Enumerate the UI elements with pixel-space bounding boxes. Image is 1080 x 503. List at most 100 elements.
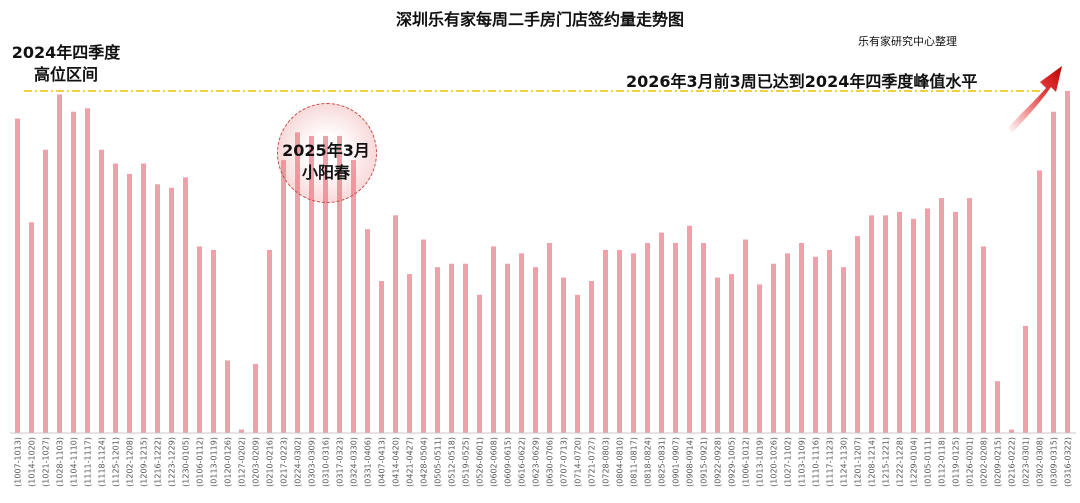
x-tick-label: (1223-1229) xyxy=(168,437,177,487)
x-tick-label: (0825-0831) xyxy=(658,437,667,487)
bar xyxy=(71,111,76,433)
bar xyxy=(365,229,370,433)
bar xyxy=(43,149,48,434)
x-tick-label: (1229-0104) xyxy=(910,437,919,487)
bar xyxy=(29,222,34,433)
bar xyxy=(449,263,454,433)
bar xyxy=(99,149,104,434)
x-tick-label: (0526-0601) xyxy=(476,437,485,487)
bar xyxy=(813,256,818,433)
x-tick-label: (0630-0706) xyxy=(546,437,555,487)
x-tick-label: (1125-1201) xyxy=(112,437,121,487)
x-tick-label: (0901-0907) xyxy=(672,437,681,487)
bar xyxy=(715,277,720,433)
q4-2024-annotation: 2024年四季度 高位区间 xyxy=(6,42,126,86)
bar xyxy=(911,218,916,433)
bar xyxy=(1051,111,1056,433)
bar xyxy=(505,263,510,433)
bar xyxy=(925,208,930,433)
bar xyxy=(253,363,258,433)
bar xyxy=(337,135,342,433)
x-tick-label: (1201-1207) xyxy=(854,437,863,487)
x-tick-label: (1007-1013) xyxy=(14,437,23,487)
bar xyxy=(1037,170,1042,433)
bar xyxy=(785,253,790,433)
bar xyxy=(309,135,314,433)
x-tick-label: (0331-0406) xyxy=(364,437,373,487)
q4-2024-annotation-line2: 高位区间 xyxy=(33,65,98,84)
bar xyxy=(57,94,62,433)
x-tick-label: (0303-0309) xyxy=(308,437,317,487)
x-tick-label: (0908-0914) xyxy=(686,437,695,487)
x-tick-label: (0915-0921) xyxy=(700,437,709,487)
bar xyxy=(617,249,622,433)
x-tick-label: (0217-0223) xyxy=(280,437,289,487)
x-tick-label: (1013-1019) xyxy=(756,437,765,487)
q4-2024-annotation-line1: 2024年四季度 xyxy=(11,43,121,62)
x-tick-label: (0216-0222) xyxy=(1008,437,1017,487)
x-tick-label: (0811-0817) xyxy=(630,437,639,487)
x-tick-label: (0223-0301) xyxy=(1022,437,1031,487)
bar xyxy=(799,243,804,433)
spring-highlight-label: 2025年3月 小阳春 xyxy=(265,140,387,184)
bar xyxy=(897,211,902,433)
bar xyxy=(127,173,132,433)
trend-arrow-icon xyxy=(1008,66,1062,133)
x-tick-label: (0324-0330) xyxy=(350,437,359,487)
x-tick-label: (0210-0216) xyxy=(266,437,275,487)
x-tick-label: (1104-1110) xyxy=(70,437,79,487)
x-tick-label: (0609-0615) xyxy=(504,437,513,487)
x-tick-label: (0119-0125) xyxy=(952,437,961,487)
x-tick-label: (0106-0112) xyxy=(196,437,205,487)
x-tick-label: (0203-0209) xyxy=(252,437,261,487)
x-tick-label: (1124-1130) xyxy=(840,437,849,487)
x-tick-label: (0120-0126) xyxy=(224,437,233,487)
bar xyxy=(939,198,944,433)
x-tick-label: (0127-0202) xyxy=(238,437,247,487)
spring-highlight-line1: 2025年3月 xyxy=(282,141,370,160)
x-tick-label: (1111-1117) xyxy=(84,437,93,487)
x-tick-label: (1118-1124) xyxy=(98,437,107,487)
x-tick-label: (1021-1027) xyxy=(42,437,51,487)
bar xyxy=(393,215,398,433)
x-tick-label: (0421-0427) xyxy=(406,437,415,487)
bar xyxy=(701,243,706,433)
x-tick-label: (1014-1020) xyxy=(28,437,37,487)
x-tick-label: (0316-0322) xyxy=(1064,437,1073,487)
bar xyxy=(421,239,426,433)
bar xyxy=(295,132,300,433)
bar xyxy=(757,284,762,433)
bar xyxy=(603,249,608,433)
x-tick-label: (0309-0315) xyxy=(1050,437,1059,487)
bar xyxy=(729,274,734,433)
x-tick-label: (0616-0622) xyxy=(518,437,527,487)
bar xyxy=(519,253,524,433)
bar xyxy=(659,232,664,433)
x-tick-label: (0113-0119) xyxy=(210,437,219,487)
bar xyxy=(687,225,692,433)
bar xyxy=(281,160,286,433)
x-tick-label: (0519-0525) xyxy=(462,437,471,487)
x-tick-label: (0505-0511) xyxy=(434,437,443,487)
x-tick-label: (0414-0420) xyxy=(392,437,401,487)
x-tick-label: (0721-0727) xyxy=(588,437,597,487)
bar xyxy=(841,267,846,433)
x-tick-label: (0804-0810) xyxy=(616,437,625,487)
bar xyxy=(15,118,20,433)
bar xyxy=(197,246,202,433)
x-tick-label: (0929-1005) xyxy=(728,437,737,487)
bar xyxy=(267,249,272,433)
x-tick-label: (1027-1102) xyxy=(784,437,793,487)
x-tick-label: (1230-0105) xyxy=(182,437,191,487)
bar xyxy=(463,263,468,433)
x-tick-label: (0105-0111) xyxy=(924,437,933,487)
x-tick-label: (0302-0308) xyxy=(1036,437,1045,487)
x-tick-label: (0818-0824) xyxy=(644,437,653,487)
x-tick-label: (1215-1221) xyxy=(882,437,891,487)
x-tick-label: (0714-0720) xyxy=(574,437,583,487)
bar xyxy=(239,429,244,433)
bar xyxy=(869,215,874,433)
bar xyxy=(407,274,412,433)
chart-title: 深圳乐有家每周二手房门店签约量走势图 xyxy=(395,10,684,29)
